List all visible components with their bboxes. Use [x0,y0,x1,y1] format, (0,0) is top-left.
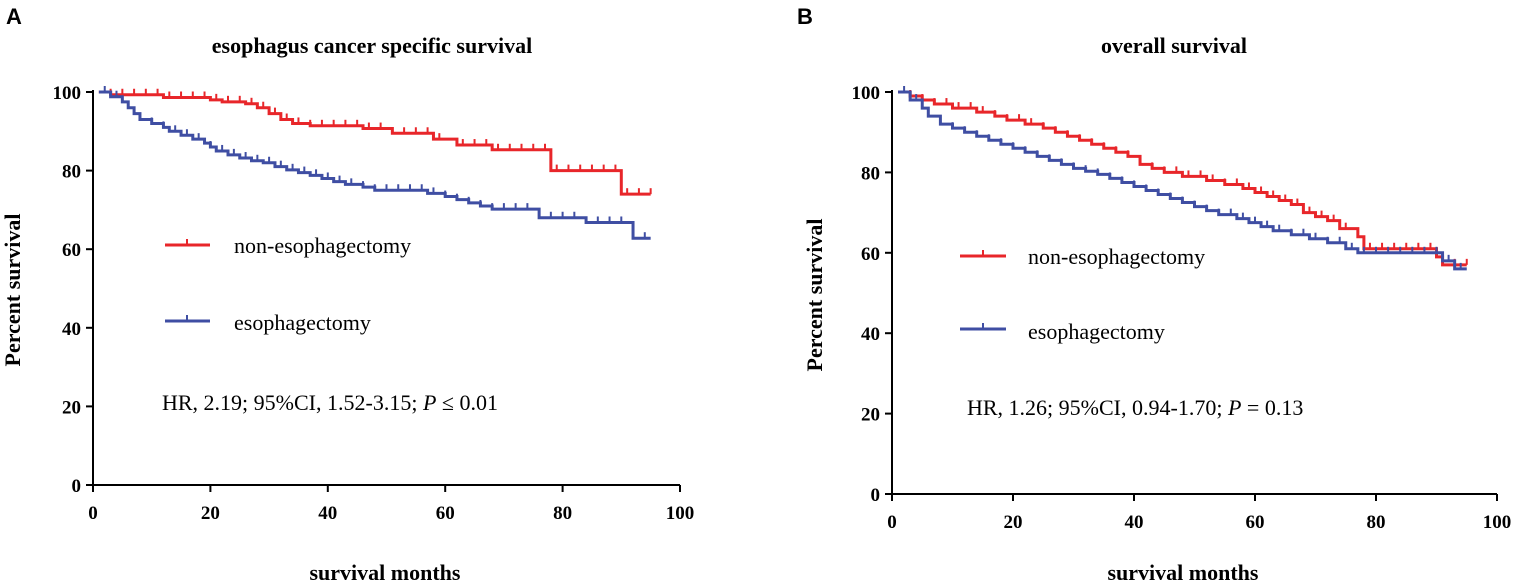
panel-a-x-axis-label: survival months [310,560,461,584]
y-tick-label: 80 [62,162,81,183]
x-tick-label: 100 [666,503,695,524]
panel-a-hr-prefix: HR, 2.19; 95%CI, 1.52-3.15; [162,390,423,415]
panel-b-x-axis-label: survival months [1108,560,1259,584]
legend-swatch-non-esophagectomy [960,250,1006,258]
legend-label-esophagectomy: esophagectomy [1028,319,1165,344]
x-tick-label: 20 [1004,512,1023,533]
y-tick-label: 80 [861,163,880,184]
legend-swatch-esophagectomy [165,315,210,323]
y-tick-label: 20 [861,405,880,426]
panel-a-y-axis-label: Percent survival [0,214,25,367]
y-tick-label: 40 [861,324,880,345]
survival-curve-esophagectomy [898,90,1467,271]
survival-curve-non-esophagectomy [898,90,1467,267]
survival-curve-non-esophagectomy [98,90,651,196]
panel-b-axes: 0 20 40 60 80 100 0 20 40 60 80 100 [852,83,1512,533]
legend-label-non-esophagectomy: non-esophagectomy [234,233,411,258]
panel-b-p-symbol: P [1227,395,1241,420]
x-tick-label: 80 [1367,512,1386,533]
y-tick-label: 60 [861,244,880,265]
panel-b-hr-prefix: HR, 1.26; 95%CI, 0.94-1.70; [967,395,1228,420]
panel-b-y-axis-label: Percent survival [802,219,827,372]
panel-b-title: overall survival [1101,33,1247,58]
y-tick-label: 100 [852,83,881,104]
y-tick-label: 100 [53,83,82,104]
x-tick-label: 40 [318,503,337,524]
x-tick-label: 60 [436,503,455,524]
panel-a-hr-annotation: HR, 2.19; 95%CI, 1.52-3.15; P ≤ 0.01 [162,390,498,415]
y-tick-label: 20 [62,397,81,418]
panel-b-legend: non-esophagectomy esophagectomy [960,244,1205,344]
panel-b-p-value: = 0.13 [1241,395,1303,420]
panel-a-title: esophagus cancer specific survival [212,33,532,58]
x-tick-label: 0 [887,512,897,533]
panel-b-plot [898,86,1468,271]
panel-a: A esophagus cancer specific survival Per… [0,4,694,584]
panel-a-axes: 0 20 40 60 80 100 0 20 40 60 80 100 [53,83,695,524]
panel-a-p-value: ≤ 0.01 [436,390,498,415]
x-tick-label: 60 [1246,512,1265,533]
x-tick-label: 100 [1483,512,1512,533]
legend-label-esophagectomy: esophagectomy [234,310,371,335]
x-tick-label: 40 [1125,512,1144,533]
panel-a-p-symbol: P [422,390,436,415]
panel-b-hr-annotation: HR, 1.26; 95%CI, 0.94-1.70; P = 0.13 [967,395,1303,420]
x-tick-label: 20 [201,503,220,524]
legend-label-non-esophagectomy: non-esophagectomy [1028,244,1205,269]
panel-b-letter: B [797,4,813,29]
y-tick-label: 40 [62,319,81,340]
y-tick-label: 0 [72,476,82,497]
panel-a-legend: non-esophagectomy esophagectomy [165,233,411,335]
legend-swatch-non-esophagectomy [165,239,210,247]
y-tick-label: 60 [62,240,81,261]
y-tick-label: 0 [871,485,881,506]
x-tick-label: 80 [553,503,572,524]
x-tick-label: 0 [88,503,98,524]
panel-a-plot [98,86,652,240]
legend-swatch-esophagectomy [960,323,1006,331]
panel-b: B overall survival Percent survival surv… [797,4,1511,584]
panel-a-letter: A [6,4,22,29]
